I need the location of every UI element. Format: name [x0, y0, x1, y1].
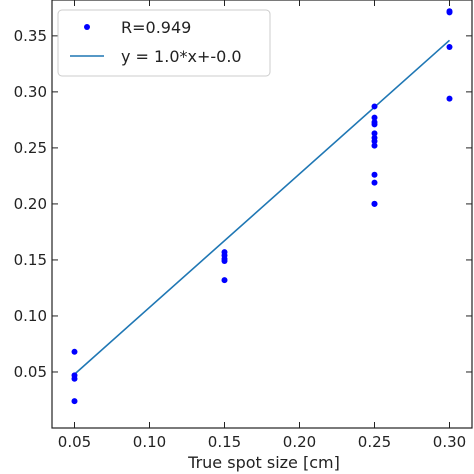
data-point — [446, 44, 453, 51]
data-point — [221, 277, 228, 284]
x-tick-label: 0.25 — [358, 433, 391, 451]
scatter-series — [71, 8, 453, 405]
legend-marker-scatter — [84, 24, 90, 30]
y-tick-label: 0.10 — [14, 307, 47, 325]
x-axis-title: True spot size [cm] — [187, 453, 340, 472]
x-tick-label: 0.30 — [433, 433, 466, 451]
legend-label-line: y = 1.0*x+-0.0 — [121, 47, 242, 66]
data-point — [371, 114, 378, 121]
x-tick-label: 0.05 — [58, 433, 91, 451]
tick-labels: 0.05 0.10 0.15 0.20 0.25 0.30 0.05 0.10 0.15 0.20… — [14, 27, 467, 451]
fit-line — [73, 39, 451, 375]
data-point — [371, 200, 378, 207]
y-tick-label: 0.15 — [14, 251, 47, 269]
axes-frame — [51, 0, 473, 429]
legend: R=0.949 y = 1.0*x+-0.0 — [57, 9, 271, 77]
y-tick-label: 0.35 — [14, 27, 47, 45]
data-point — [371, 142, 378, 149]
y-tick-label: 0.30 — [14, 83, 47, 101]
data-point — [71, 398, 78, 405]
x-tick-label: 0.20 — [283, 433, 316, 451]
x-tick-label: 0.15 — [208, 433, 241, 451]
data-point — [371, 171, 378, 178]
y-tick-label: 0.05 — [14, 363, 47, 381]
data-point — [371, 138, 378, 145]
plot-frame — [51, 0, 473, 429]
data-point — [71, 348, 78, 355]
data-point — [371, 130, 378, 137]
y-tick-label: 0.25 — [14, 139, 47, 157]
data-point — [71, 375, 78, 382]
data-point — [371, 121, 378, 128]
data-point — [446, 9, 453, 16]
x-tick-label: 0.10 — [133, 433, 166, 451]
ticks — [52, 0, 472, 428]
data-point — [371, 103, 378, 110]
data-point — [371, 179, 378, 186]
legend-box — [57, 9, 271, 77]
legend-label-scatter: R=0.949 — [121, 18, 191, 37]
fit-line-series — [73, 39, 451, 375]
y-tick-label: 0.20 — [14, 195, 47, 213]
data-point — [221, 258, 228, 265]
data-point — [446, 95, 453, 102]
